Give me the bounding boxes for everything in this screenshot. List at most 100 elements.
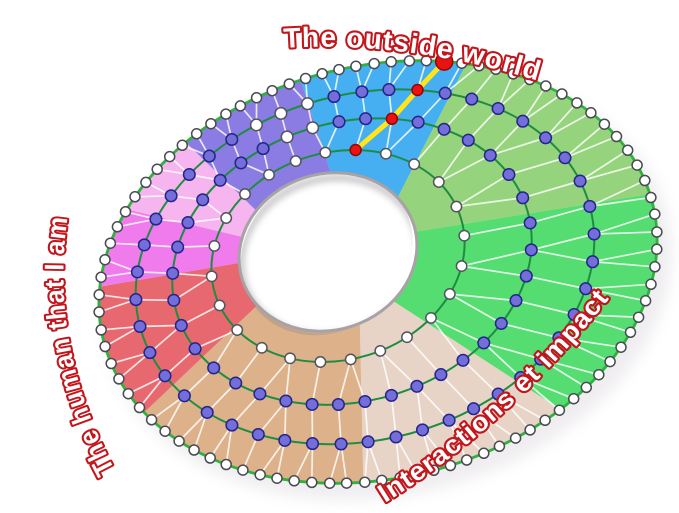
node-outer-ring[interactable]	[234, 100, 247, 112]
node-outer-ring[interactable]	[598, 118, 611, 130]
node-ring-3[interactable]	[251, 427, 265, 442]
node-outer-ring[interactable]	[507, 68, 519, 80]
node-outer-ring[interactable]	[460, 454, 473, 466]
node-ring-3[interactable]	[583, 199, 597, 213]
node-outer-ring[interactable]	[299, 72, 312, 85]
node-ring-3[interactable]	[514, 370, 528, 385]
node-ring-3[interactable]	[130, 265, 144, 279]
node-outer-ring[interactable]	[610, 130, 623, 143]
node-ring-2[interactable]	[524, 243, 538, 257]
node-outer-ring[interactable]	[119, 205, 132, 218]
node-ring-3[interactable]	[200, 405, 214, 419]
node-outer-ring[interactable]	[651, 226, 663, 238]
node-outer-ring[interactable]	[478, 447, 490, 460]
node-inner-ring[interactable]	[319, 146, 332, 159]
node-ring-3[interactable]	[334, 437, 348, 451]
node-outer-ring[interactable]	[159, 425, 171, 437]
node-ring-2[interactable]	[483, 148, 497, 162]
node-ring-2[interactable]	[434, 368, 448, 382]
node-inner-ring[interactable]	[289, 155, 302, 168]
node-ring-3[interactable]	[361, 435, 375, 449]
node-ring-3[interactable]	[534, 352, 548, 366]
node-outer-ring[interactable]	[129, 191, 141, 203]
node-outer-ring[interactable]	[254, 468, 266, 481]
node-inner-ring[interactable]	[220, 212, 233, 224]
node-inner-ring[interactable]	[344, 353, 357, 366]
sector-light-green[interactable]	[397, 63, 650, 232]
node-ring-2[interactable]	[477, 336, 491, 350]
node-ring-2[interactable]	[359, 112, 373, 126]
node-inner-ring[interactable]	[374, 344, 387, 357]
node-outer-ring[interactable]	[122, 387, 135, 400]
node-outer-ring[interactable]	[585, 107, 597, 119]
node-inner-ring[interactable]	[455, 260, 468, 273]
node-ring-3[interactable]	[438, 86, 452, 100]
node-outer-ring[interactable]	[271, 472, 283, 484]
node-outer-ring[interactable]	[188, 444, 200, 456]
node-ring-3[interactable]	[129, 293, 143, 307]
node-outer-ring[interactable]	[593, 368, 605, 381]
node-inner-ring[interactable]	[255, 341, 268, 354]
node-ring-2[interactable]	[331, 397, 345, 412]
node-ring-3[interactable]	[149, 212, 163, 226]
node-ring-3[interactable]	[465, 92, 479, 106]
node-ring-3[interactable]	[225, 418, 239, 432]
node-outer-ring[interactable]	[288, 475, 300, 487]
node-outer-ring[interactable]	[173, 435, 185, 447]
node-ring-2[interactable]	[213, 173, 227, 187]
node-outer-ring[interactable]	[113, 373, 125, 385]
node-outer-ring[interactable]	[190, 128, 203, 140]
node-outer-ring[interactable]	[376, 474, 388, 487]
node-outer-ring[interactable]	[316, 67, 328, 80]
node-ring-2[interactable]	[196, 193, 210, 207]
node-outer-ring[interactable]	[111, 221, 124, 233]
node-ring-2[interactable]	[256, 142, 270, 156]
node-ring-3[interactable]	[158, 369, 172, 383]
node-ring-2[interactable]	[411, 115, 425, 129]
node-ring-3[interactable]	[202, 149, 216, 163]
node-ring-3[interactable]	[389, 430, 403, 444]
node-ring-2[interactable]	[523, 216, 537, 230]
node-outer-ring[interactable]	[104, 237, 117, 249]
node-outer-ring[interactable]	[176, 139, 189, 152]
node-outer-ring[interactable]	[283, 78, 296, 90]
node-ring-2[interactable]	[234, 156, 248, 170]
node-outer-ring[interactable]	[133, 401, 146, 414]
node-ring-2[interactable]	[358, 394, 372, 409]
node-outer-ring[interactable]	[509, 432, 522, 444]
node-ring-2[interactable]	[166, 266, 180, 280]
node-outer-ring[interactable]	[645, 191, 657, 204]
node-ring-3[interactable]	[133, 319, 147, 334]
node-inner-ring[interactable]	[213, 299, 226, 312]
node-outer-ring[interactable]	[140, 176, 152, 189]
node-outer-ring[interactable]	[645, 278, 657, 291]
node-ring-3[interactable]	[249, 118, 263, 132]
node-inner-ring[interactable]	[231, 324, 244, 336]
node-outer-ring[interactable]	[493, 440, 506, 453]
node-outer-ring[interactable]	[359, 476, 371, 488]
node-ring-2[interactable]	[171, 240, 185, 254]
node-ring-3[interactable]	[467, 402, 481, 416]
highlight-node[interactable]	[349, 143, 362, 157]
node-outer-ring[interactable]	[556, 88, 568, 100]
node-ring-2[interactable]	[384, 388, 398, 402]
node-ring-2[interactable]	[502, 167, 516, 182]
node-inner-ring[interactable]	[425, 311, 437, 324]
node-outer-ring[interactable]	[524, 424, 536, 436]
node-inner-ring[interactable]	[239, 188, 251, 201]
node-outer-ring[interactable]	[444, 459, 457, 472]
node-ring-2[interactable]	[181, 216, 195, 230]
node-outer-ring[interactable]	[93, 288, 105, 301]
node-outer-ring[interactable]	[99, 253, 111, 266]
node-outer-ring[interactable]	[220, 458, 232, 471]
node-ring-2[interactable]	[188, 342, 202, 356]
node-outer-ring[interactable]	[411, 468, 423, 481]
node-outer-ring[interactable]	[306, 476, 318, 489]
node-outer-ring[interactable]	[639, 174, 651, 187]
sector-bright-green[interactable]	[393, 194, 657, 410]
node-ring-3[interactable]	[415, 423, 430, 437]
node-ring-2[interactable]	[516, 191, 530, 205]
node-inner-ring[interactable]	[208, 239, 221, 252]
node-ring-2[interactable]	[410, 379, 424, 393]
node-ring-2[interactable]	[494, 316, 508, 330]
